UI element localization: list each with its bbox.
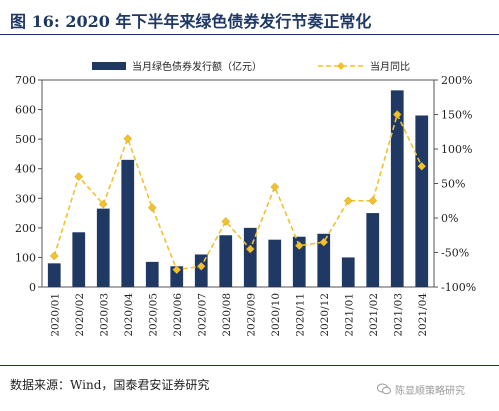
bar — [390, 90, 404, 287]
right-axis-tick-label: 0% — [441, 212, 458, 225]
yoy-point — [245, 244, 255, 254]
x-axis-label: 2020/08 — [221, 293, 233, 337]
bar — [341, 257, 355, 287]
chart: 0 100 200 300 400 500 600 700 -100% -50% 0% 50% 100%… — [15, 60, 476, 337]
left-axis-tick-label: 400 — [15, 163, 36, 176]
right-axis-tick-label: 150% — [441, 109, 472, 122]
right-axis-tick-label: -100% — [441, 281, 476, 294]
yoy-point — [294, 241, 304, 250]
watermark-text: 陈显顺策略研究 — [395, 385, 465, 397]
bar — [317, 233, 331, 287]
x-axis-label: 2021/01 — [343, 293, 355, 337]
left-axis-tick-label: 700 — [15, 74, 36, 87]
x-axis-label: 2020/05 — [147, 293, 159, 337]
bar — [366, 213, 380, 287]
yoy-point — [343, 196, 353, 206]
yoy-point — [392, 110, 402, 119]
yoy-line — [53, 112, 423, 271]
bar — [219, 235, 233, 287]
x-axis-label: 2020/06 — [172, 293, 184, 337]
legend-bar-label: 当月绿色债券发行额（亿元） — [132, 60, 262, 73]
legend-bar-swatch — [92, 62, 126, 70]
legend-line-marker — [337, 62, 345, 70]
x-axis-label: 2021/02 — [368, 293, 380, 337]
yoy-point — [123, 134, 133, 144]
figure-header — [0, 0, 499, 35]
right-axis-tick-label: 200% — [441, 74, 472, 87]
left-axis-tick-label: 500 — [15, 133, 36, 146]
yoy-point — [319, 237, 329, 247]
x-axis-label: 2020/03 — [98, 293, 110, 337]
x-axis-label: 2020/10 — [270, 293, 282, 337]
x-axis-label: 2021/04 — [417, 293, 429, 337]
left-axis-tick-label: 300 — [15, 192, 36, 205]
left-axis-tick-label: 0 — [29, 281, 36, 294]
bar — [121, 159, 135, 287]
x-axis-label: 2020/02 — [74, 293, 86, 337]
right-axis-tick-label: 100% — [441, 143, 472, 156]
left-axis-tick-label: 600 — [15, 104, 36, 117]
bar — [243, 227, 257, 287]
bar — [268, 239, 282, 287]
right-axis-tick-label: 50% — [441, 178, 465, 191]
x-axis-label: 2020/09 — [245, 293, 257, 337]
right-axis-tick-label: -50% — [441, 247, 469, 260]
bar — [170, 266, 184, 287]
yoy-point — [270, 182, 280, 192]
bar — [72, 232, 86, 287]
x-axis-label: 2020/12 — [319, 293, 331, 337]
bar — [292, 236, 306, 287]
yoy-point — [196, 261, 206, 271]
yoy-point — [172, 265, 182, 275]
x-axis-label: 2020/07 — [196, 293, 208, 337]
x-axis-label: 2020/01 — [49, 293, 61, 337]
yoy-point — [49, 251, 59, 261]
figure-title: 图 16: 2020 年下半年来绿色债券发行节奏正常化 — [10, 12, 372, 31]
figure-source: 数据来源：Wind，国泰君安证券研究 — [10, 378, 210, 392]
yoy-point — [417, 161, 427, 171]
wechat-icon — [377, 383, 391, 395]
bar — [145, 261, 159, 287]
watermark: 陈显顺策略研究 — [377, 379, 465, 399]
x-axis-label: 2020/04 — [123, 293, 135, 337]
yoy-point — [74, 172, 84, 181]
legend-line-label: 当月同比 — [370, 60, 410, 73]
yoy-point — [147, 203, 157, 213]
bar — [47, 263, 61, 287]
bar — [194, 254, 208, 287]
x-axis-label: 2020/11 — [294, 293, 306, 337]
left-axis-tick-label: 100 — [15, 251, 36, 264]
bar — [96, 208, 110, 287]
source-divider — [0, 365, 499, 366]
yoy-point — [368, 196, 378, 206]
yoy-point — [98, 199, 108, 209]
left-axis-tick-label: 200 — [15, 222, 36, 235]
x-axis-label: 2021/03 — [392, 293, 404, 337]
yoy-point — [221, 217, 231, 226]
bar — [415, 115, 429, 287]
